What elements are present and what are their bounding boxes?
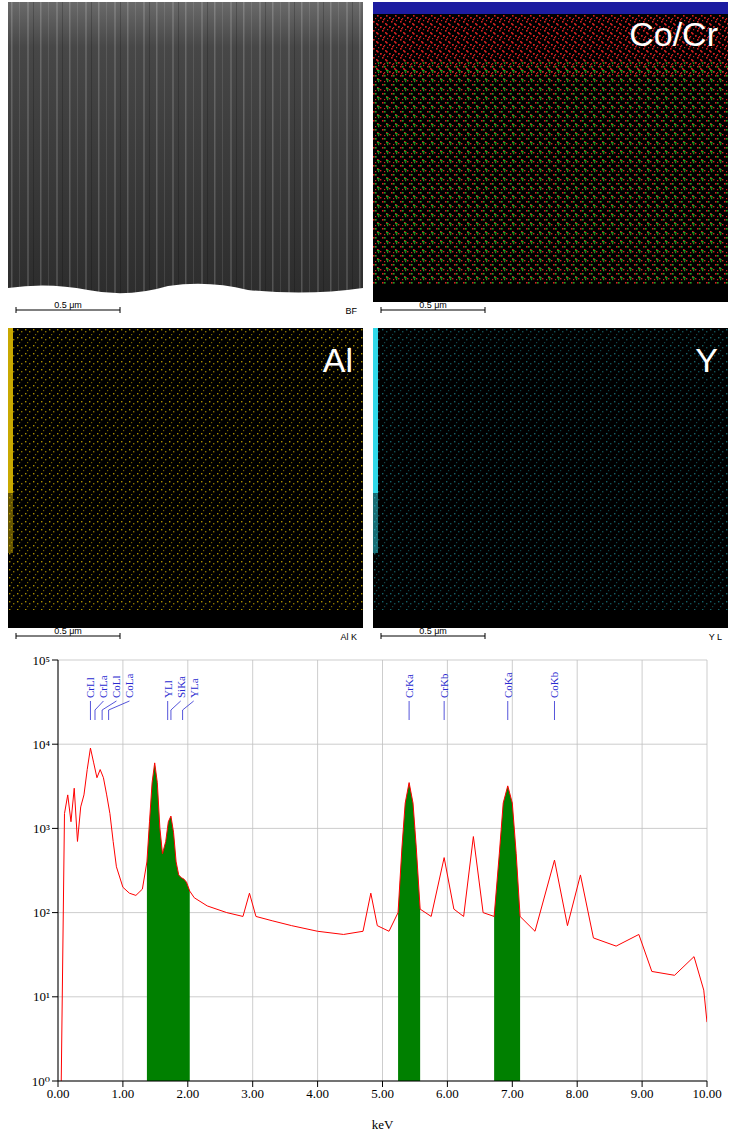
svg-text:1.00: 1.00: [112, 1086, 135, 1101]
svg-text:10⁴: 10⁴: [32, 737, 50, 752]
svg-text:4.00: 4.00: [306, 1086, 329, 1101]
svg-text:8.00: 8.00: [566, 1086, 589, 1101]
svg-text:Co/Cr: Co/Cr: [629, 15, 718, 53]
svg-text:7.00: 7.00: [501, 1086, 524, 1101]
svg-text:CrLa: CrLa: [97, 675, 109, 698]
svg-text:CrLl: CrLl: [84, 677, 96, 698]
svg-text:CoKb: CoKb: [548, 671, 560, 698]
svg-text:CrKa: CrKa: [403, 674, 415, 698]
svg-text:10¹: 10¹: [33, 989, 50, 1004]
svg-text:10.00: 10.00: [692, 1086, 721, 1101]
svg-text:10³: 10³: [33, 821, 50, 836]
svg-text:BF: BF: [345, 306, 357, 316]
svg-text:keV: keV: [372, 1117, 394, 1132]
svg-text:0.5 μm: 0.5 μm: [419, 300, 447, 310]
svg-text:2.00: 2.00: [176, 1086, 199, 1101]
svg-text:0.5 μm: 0.5 μm: [419, 626, 447, 636]
svg-text:0.5 μm: 0.5 μm: [54, 300, 82, 310]
svg-text:6.00: 6.00: [436, 1086, 459, 1101]
svg-text:0.00: 0.00: [47, 1086, 70, 1101]
svg-text:10⁰: 10⁰: [32, 1074, 50, 1089]
svg-text:Al: Al: [323, 341, 353, 379]
svg-text:9.00: 9.00: [631, 1086, 654, 1101]
svg-text:Y L: Y L: [709, 632, 722, 642]
svg-text:3.00: 3.00: [241, 1086, 264, 1101]
svg-text:CoLl: CoLl: [110, 675, 122, 698]
svg-text:CoKa: CoKa: [502, 672, 514, 698]
svg-text:Al K: Al K: [340, 632, 357, 642]
svg-text:CoLa: CoLa: [123, 673, 135, 698]
svg-text:Y: Y: [695, 341, 718, 379]
svg-text:0.5 μm: 0.5 μm: [54, 626, 82, 636]
svg-text:SiKa: SiKa: [175, 676, 187, 698]
svg-text:YLa: YLa: [188, 678, 200, 698]
svg-text:5.00: 5.00: [371, 1086, 394, 1101]
svg-text:CrKb: CrKb: [438, 673, 450, 698]
svg-text:10²: 10²: [33, 905, 50, 920]
svg-text:YLl: YLl: [162, 680, 174, 698]
svg-text:10⁵: 10⁵: [32, 653, 50, 668]
